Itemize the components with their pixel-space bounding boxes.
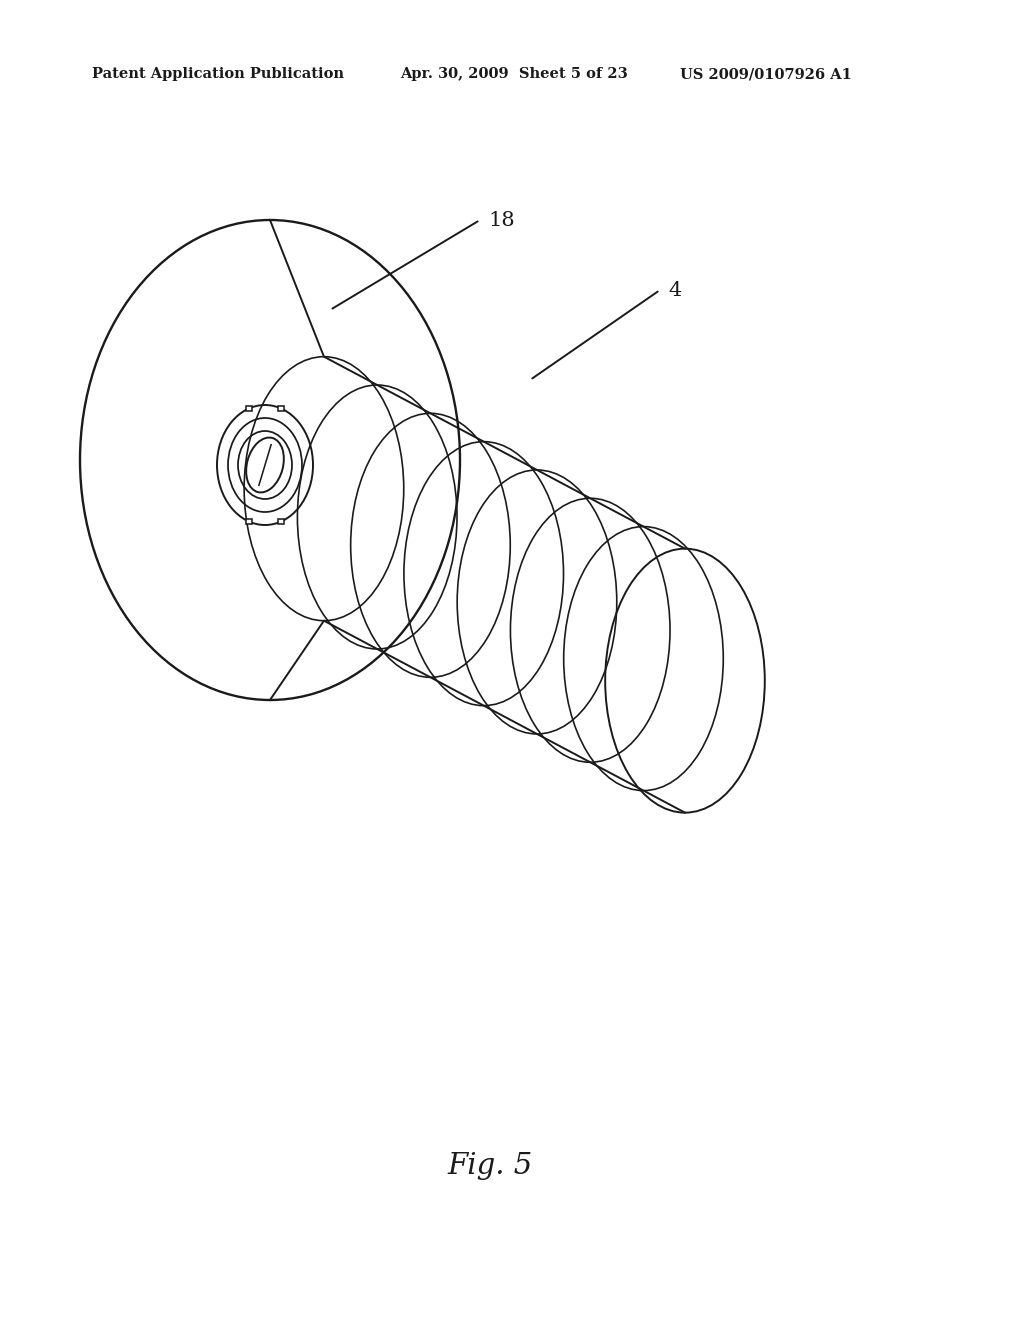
Text: Fig. 5: Fig. 5 — [447, 1152, 532, 1180]
Bar — [279, 407, 285, 411]
Text: 18: 18 — [488, 210, 515, 230]
Text: US 2009/0107926 A1: US 2009/0107926 A1 — [680, 67, 852, 81]
Bar — [246, 407, 252, 411]
Text: Patent Application Publication: Patent Application Publication — [92, 67, 344, 81]
Text: 4: 4 — [668, 281, 681, 300]
Bar — [279, 519, 285, 524]
Text: Apr. 30, 2009  Sheet 5 of 23: Apr. 30, 2009 Sheet 5 of 23 — [400, 67, 628, 81]
Bar — [246, 519, 252, 524]
